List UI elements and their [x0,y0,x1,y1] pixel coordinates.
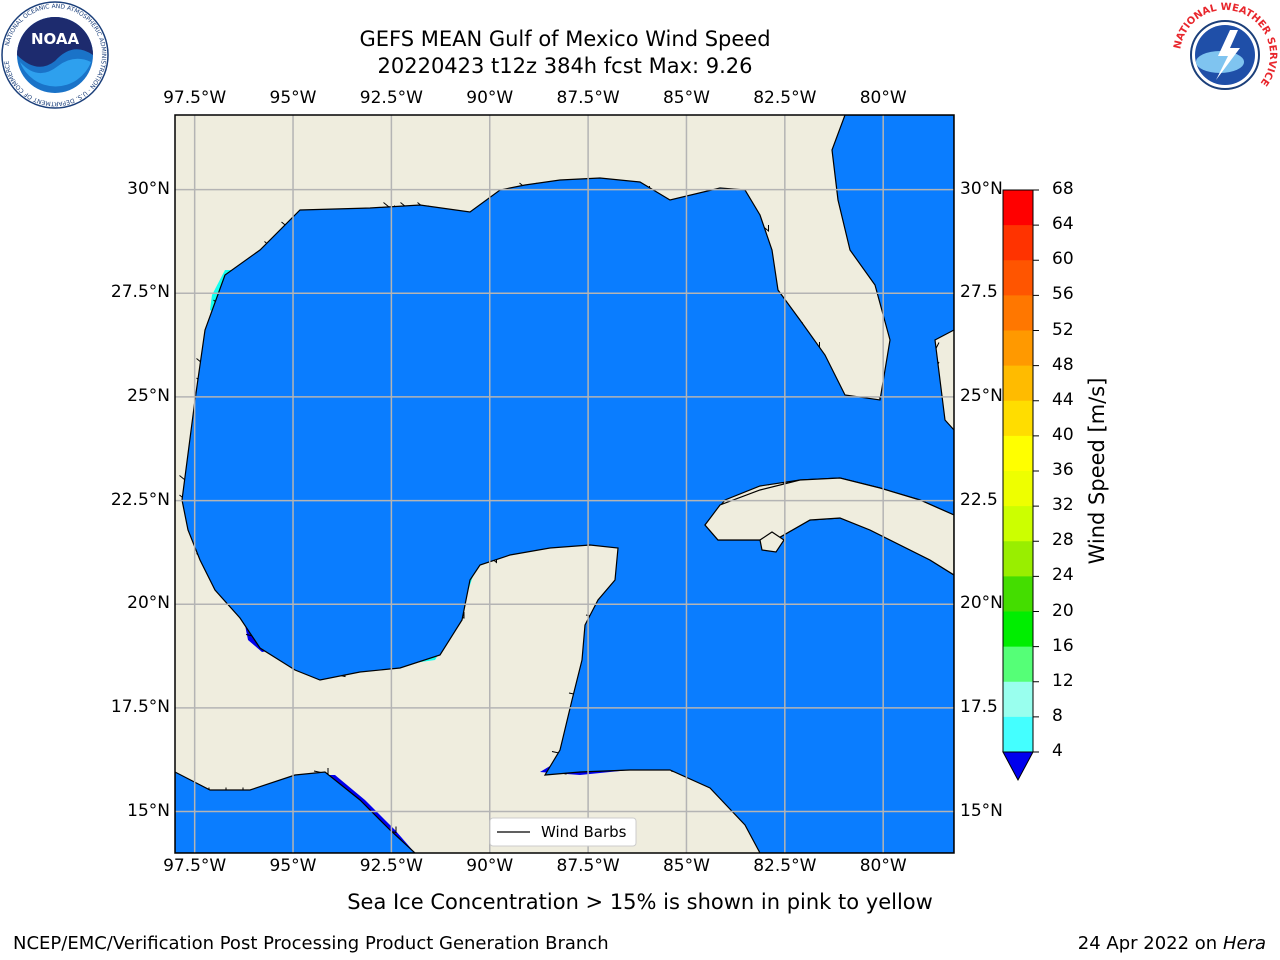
footer-host: Hera [1222,933,1266,954]
colorbar-tick-label: 60 [1052,249,1074,270]
colorbar-tick-label: 64 [1052,214,1074,235]
colorbar-label: Wind Speed [m/s] [1085,377,1109,565]
lon-tick-bottom: 92.5°W [359,856,423,876]
colorbar-tick-label: 32 [1052,495,1074,516]
lat-tick-right: 15°N [960,800,1003,821]
colorbar-segment [1003,716,1033,753]
lat-tick-right: 20°N [960,593,1003,614]
colorbar-segment [1003,506,1033,542]
colorbar-tick-label: 12 [1052,670,1074,691]
colorbar-tick-label: 36 [1052,460,1074,480]
nws-logo: NATIONAL WEATHER SERVICE [1172,2,1278,107]
lon-tick-top: 87.5°W [556,88,620,108]
lat-tick-right: 17.5 [960,696,998,717]
colorbar-tick-label: 24 [1052,565,1074,586]
colorbar-segment [1003,471,1033,507]
map-frame [174,114,955,854]
map-plot-area [175,115,954,853]
colorbar-tick-label: 68 [1052,179,1074,199]
colorbar-segment [1003,646,1033,683]
colorbar-tick-label: 16 [1052,635,1074,656]
lat-tick-right: 30°N [960,178,1003,199]
lon-tick-top: 82.5°W [753,88,817,108]
footer-date: 24 Apr 2022 on [1077,933,1218,954]
colorbar-segment [1003,435,1033,472]
colorbar-segment [1003,295,1033,331]
sea-ice-note: Sea Ice Concentration > 15% is shown in … [347,890,933,914]
colorbar-segment [1003,330,1033,367]
lon-tick-bottom: 90°W [466,856,514,876]
lon-tick-bottom: 95°W [269,856,317,876]
lat-tick-right: 25°N [960,385,1003,406]
chart-title: GEFS MEAN Gulf of Mexico Wind Speed [359,27,771,51]
colorbar-tick-label: 52 [1052,319,1074,340]
lat-tick-left: 27.5°N [110,282,170,303]
legend-label: Wind Barbs [541,823,627,841]
colorbar-tick-label: 4 [1052,741,1063,761]
lon-tick-top: 80°W [859,88,907,108]
colorbar-segment [1003,365,1033,402]
colorbar-segment [1003,400,1033,437]
footer-timestamp: 24 Apr 2022 on Hera [1078,933,1266,954]
colorbar-segment [1003,681,1033,718]
colorbar-tick-label: 8 [1052,705,1063,726]
lon-tick-bottom: 85°W [662,856,710,876]
colorbar-tick-label: 40 [1052,424,1074,445]
lat-tick-right: 22.5 [960,489,998,510]
colorbar [1002,189,1039,782]
lon-tick-top: 90°W [466,88,514,108]
lat-tick-left: 25°N [127,385,170,406]
footer-org: NCEP/EMC/Verification Post Processing Pr… [13,933,609,954]
lat-tick-left: 22.5°N [110,489,170,510]
wind-barb-legend: Wind Barbs [489,817,637,847]
graticule [175,115,954,853]
lat-tick-left: 30°N [127,178,170,199]
lat-tick-left: 17.5°N [110,696,170,717]
lat-tick-left: 15°N [127,800,170,821]
lon-tick-bottom: 97.5°W [163,856,227,876]
lon-tick-bottom: 87.5°W [556,856,620,876]
lon-tick-top: 97.5°W [163,88,227,108]
noaa-text: NOAA [31,30,80,48]
lat-tick-left: 20°N [127,593,170,614]
lon-tick-top: 95°W [269,88,317,108]
colorbar-under-arrow [1002,751,1034,782]
noaa-logo: NATIONAL OCEANIC AND ATMOSPHERIC ADMINIS… [1,1,109,109]
colorbar-segment [1003,576,1033,612]
lat-tick-right: 27.5 [960,282,998,303]
colorbar-tick-label: 56 [1052,284,1074,305]
lon-tick-bottom: 82.5°W [753,856,817,876]
colorbar-segment [1003,260,1033,296]
colorbar-tick-label: 48 [1052,354,1074,375]
colorbar-segment [1003,611,1033,648]
lon-tick-top: 92.5°W [359,88,423,108]
chart-subtitle: 20220423 t12z 384h fcst Max: 9.26 [377,54,753,78]
colorbar-segment [1003,225,1033,261]
colorbar-tick-label: 44 [1052,389,1074,410]
colorbar-segment [1003,190,1033,226]
colorbar-segment [1003,541,1033,577]
lon-tick-bottom: 80°W [859,856,907,876]
colorbar-tick-label: 20 [1052,600,1074,621]
colorbar-tick-label: 28 [1052,530,1074,551]
lon-tick-top: 85°W [662,88,710,108]
